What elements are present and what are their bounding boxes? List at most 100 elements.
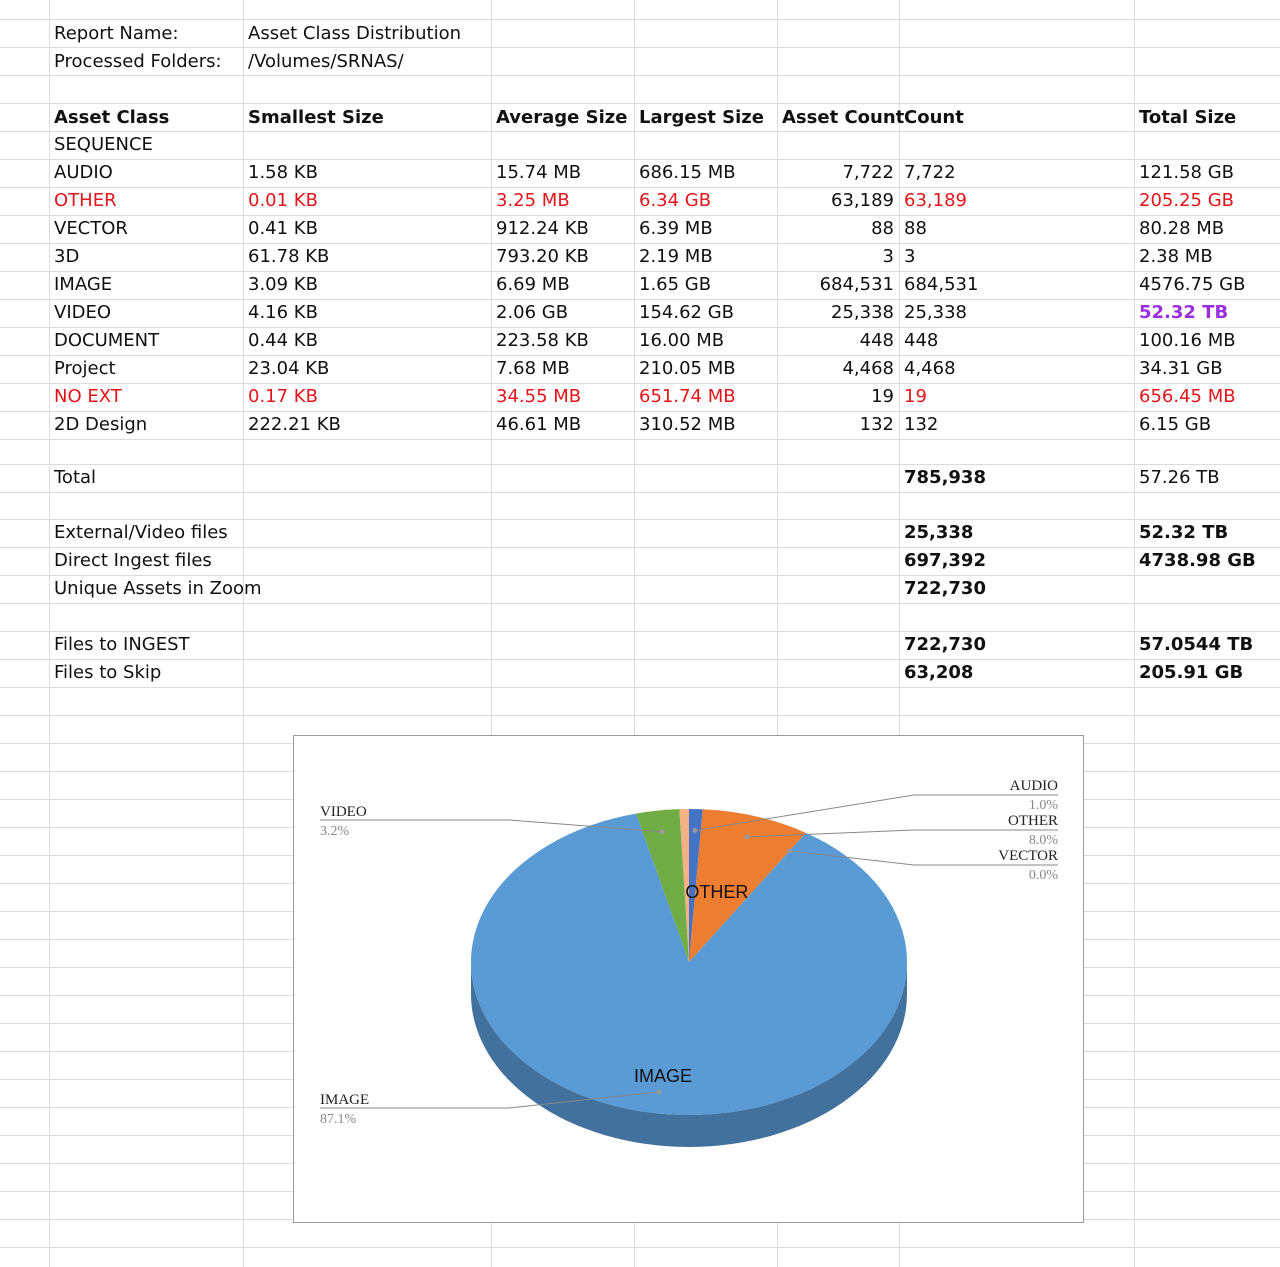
skip-count[interactable]: 63,208 [904, 662, 974, 683]
cell-total-size[interactable]: 80.28 MB [1139, 218, 1225, 239]
ingest-count[interactable]: 722,730 [904, 634, 986, 655]
cell-asset-count[interactable]: 63,189 [831, 190, 894, 211]
cell-count[interactable]: 4,468 [904, 358, 956, 379]
cell-asset-class[interactable]: 2D Design [54, 414, 148, 435]
skip-size[interactable]: 205.91 GB [1139, 662, 1244, 683]
cell-asset-count[interactable]: 3 [882, 246, 894, 267]
cell-smallest-size[interactable]: 0.41 KB [248, 218, 318, 239]
report-name-label[interactable]: Report Name: [54, 23, 179, 44]
cell-count[interactable]: 684,531 [904, 274, 979, 295]
cell-count[interactable]: 7,722 [904, 162, 956, 183]
cell-average-size[interactable]: 3.25 MB [496, 190, 570, 211]
skip-label[interactable]: Files to Skip [54, 662, 162, 683]
cell-smallest-size[interactable]: 1.58 KB [248, 162, 318, 183]
cell-total-size[interactable]: 100.16 MB [1139, 330, 1236, 351]
cell-asset-count[interactable]: 448 [859, 330, 894, 351]
direct-size[interactable]: 4738.98 GB [1139, 550, 1256, 571]
external-count[interactable]: 25,338 [904, 522, 974, 543]
cell-average-size[interactable]: 15.74 MB [496, 162, 582, 183]
cell-asset-class[interactable]: VIDEO [54, 302, 112, 323]
direct-label[interactable]: Direct Ingest files [54, 550, 212, 571]
cell-average-size[interactable]: 223.58 KB [496, 330, 589, 351]
cell-count[interactable]: 19 [904, 386, 927, 407]
cell-total-size[interactable]: 121.58 GB [1139, 162, 1235, 183]
col-header-largest[interactable]: Largest Size [639, 107, 764, 128]
cell-largest-size[interactable]: 686.15 MB [639, 162, 736, 183]
cell-count[interactable]: 448 [904, 330, 939, 351]
cell-asset-class[interactable]: SEQUENCE [54, 134, 153, 155]
total-size[interactable]: 57.26 TB [1139, 467, 1220, 488]
cell-smallest-size[interactable]: 0.44 KB [248, 330, 318, 351]
cell-largest-size[interactable] [634, 131, 639, 159]
cell-smallest-size[interactable]: 4.16 KB [248, 302, 318, 323]
cell-total-size[interactable]: 4576.75 GB [1139, 274, 1246, 295]
cell-smallest-size[interactable] [243, 131, 248, 159]
cell-total-size[interactable]: 52.32 TB [1139, 302, 1229, 323]
pie-chart-frame[interactable]: OTHER IMAGE AUDIO 1.0% OTHER 8.0% VECTOR 0.0% VI… [293, 735, 1084, 1223]
cell-total-size[interactable]: 656.45 MB [1139, 386, 1236, 407]
cell-largest-size[interactable]: 2.19 MB [639, 246, 713, 267]
cell-asset-class[interactable]: 3D [54, 246, 80, 267]
cell-smallest-size[interactable]: 61.78 KB [248, 246, 330, 267]
cell-average-size[interactable]: 7.68 MB [496, 358, 570, 379]
cell-count[interactable]: 25,338 [904, 302, 967, 323]
cell-largest-size[interactable]: 651.74 MB [639, 386, 736, 407]
cell-largest-size[interactable]: 16.00 MB [639, 330, 725, 351]
cell-largest-size[interactable]: 210.05 MB [639, 358, 736, 379]
cell-asset-count[interactable]: 88 [871, 218, 894, 239]
cell-total-size[interactable]: 205.25 GB [1139, 190, 1235, 211]
external-label[interactable]: External/Video files [54, 522, 228, 543]
cell-asset-class[interactable]: NO EXT [54, 386, 122, 407]
cell-largest-size[interactable]: 154.62 GB [639, 302, 735, 323]
folders-label[interactable]: Processed Folders: [54, 51, 222, 72]
cell-asset-count[interactable]: 132 [859, 414, 894, 435]
cell-smallest-size[interactable]: 23.04 KB [248, 358, 330, 379]
cell-largest-size[interactable]: 310.52 MB [639, 414, 736, 435]
cell-average-size[interactable]: 912.24 KB [496, 218, 589, 239]
cell-asset-count[interactable] [777, 131, 899, 159]
cell-total-size[interactable] [1134, 131, 1139, 159]
cell-asset-count[interactable]: 25,338 [831, 302, 894, 323]
cell-largest-size[interactable]: 6.34 GB [639, 190, 712, 211]
cell-average-size[interactable]: 46.61 MB [496, 414, 582, 435]
cell-average-size[interactable] [491, 131, 496, 159]
cell-asset-class[interactable]: OTHER [54, 190, 117, 211]
total-label[interactable]: Total [54, 467, 97, 488]
cell-total-size[interactable]: 34.31 GB [1139, 358, 1223, 379]
folders-value[interactable]: /Volumes/SRNAS/ [248, 51, 404, 72]
col-header-asset-class[interactable]: Asset Class [54, 107, 170, 128]
ingest-label[interactable]: Files to INGEST [54, 634, 190, 655]
col-header-average[interactable]: Average Size [496, 107, 628, 128]
cell-asset-class[interactable]: Project [54, 358, 116, 379]
cell-average-size[interactable]: 6.69 MB [496, 274, 570, 295]
cell-smallest-size[interactable]: 0.01 KB [248, 190, 318, 211]
col-header-asset-count[interactable]: Asset Count [782, 107, 905, 128]
cell-count[interactable]: 88 [904, 218, 927, 239]
cell-largest-size[interactable]: 6.39 MB [639, 218, 713, 239]
col-header-smallest[interactable]: Smallest Size [248, 107, 384, 128]
cell-average-size[interactable]: 793.20 KB [496, 246, 589, 267]
external-size[interactable]: 52.32 TB [1139, 522, 1229, 543]
cell-asset-count[interactable]: 684,531 [819, 274, 894, 295]
cell-average-size[interactable]: 2.06 GB [496, 302, 569, 323]
cell-asset-count[interactable]: 7,722 [842, 162, 894, 183]
cell-count[interactable] [899, 131, 904, 159]
cell-count[interactable]: 132 [904, 414, 939, 435]
cell-asset-class[interactable]: IMAGE [54, 274, 113, 295]
cell-total-size[interactable]: 2.38 MB [1139, 246, 1213, 267]
unique-label[interactable]: Unique Assets in Zoom [54, 578, 262, 599]
report-name-value[interactable]: Asset Class Distribution [248, 23, 462, 44]
total-count[interactable]: 785,938 [904, 467, 986, 488]
cell-smallest-size[interactable]: 222.21 KB [248, 414, 341, 435]
unique-count[interactable]: 722,730 [904, 578, 986, 599]
cell-largest-size[interactable]: 1.65 GB [639, 274, 712, 295]
cell-asset-count[interactable]: 19 [871, 386, 894, 407]
cell-count[interactable]: 63,189 [904, 190, 967, 211]
cell-asset-class[interactable]: VECTOR [54, 218, 128, 239]
cell-average-size[interactable]: 34.55 MB [496, 386, 582, 407]
cell-asset-class[interactable]: AUDIO [54, 162, 113, 183]
cell-asset-count[interactable]: 4,468 [842, 358, 894, 379]
pie-chart[interactable]: OTHERIMAGEAUDIO1.0%OTHER8.0%VECTOR0.0%VI… [294, 736, 1083, 1222]
cell-smallest-size[interactable]: 3.09 KB [248, 274, 318, 295]
cell-count[interactable]: 3 [904, 246, 916, 267]
